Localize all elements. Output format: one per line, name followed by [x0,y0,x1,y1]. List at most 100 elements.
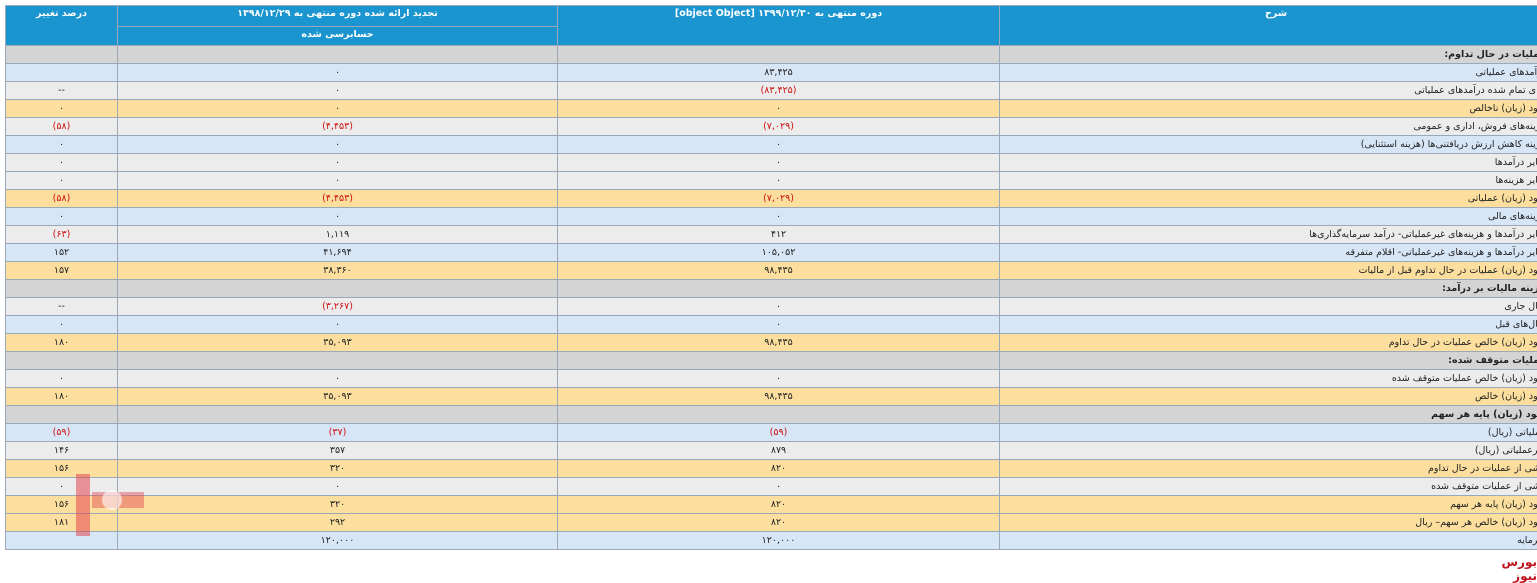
cell-previous: ۰ [118,478,558,496]
cell-current: ۴۱۲ [558,226,1000,244]
cell-change: ۰ [6,136,118,154]
header-previous-period: تجدید ارائه شده دوره منتهی به ۱۳۹۸/۱۲/۲۹ [118,6,558,27]
header-change-percent: درصد تغییر [6,6,118,46]
row-desc: درآمدهای عملیاتی [1000,64,1537,82]
cell-previous: ۳۸,۳۶۰ [118,262,558,280]
row-desc: سال‌های قبل [1000,316,1537,334]
row-desc: سرمایه [1000,532,1537,550]
cell-previous: ۰ [118,316,558,334]
cell-change: ۰ [6,154,118,172]
section-empty-cell [6,280,118,298]
cell-current: (۷,۰۲۹) [558,118,1000,136]
row-desc: هزینه‌های فروش، اداری و عمومی [1000,118,1537,136]
row-desc: ناشی از عملیات متوقف شده [1000,478,1537,496]
cell-current: ۰ [558,208,1000,226]
section-row: هزینه مالیات بر درآمد: [6,280,1537,298]
cell-previous: (۳,۲۶۷) [118,298,558,316]
cell-change: ۰ [6,100,118,118]
row-desc: سایر درآمدها [1000,154,1537,172]
cell-current: ۰ [558,370,1000,388]
cell-current: ۸۷۹ [558,442,1000,460]
section-row: عملیات در حال تداوم: [6,46,1537,64]
cell-change: ۱۸۰ [6,388,118,406]
bourse-news-logo [14,470,144,540]
cell-previous: ۰ [118,154,558,172]
table-row: عملیاتی (ریال)(۵۹)(۳۷)(۵۹) [6,424,1537,442]
cell-change [6,64,118,82]
cell-change: (۵۹) [6,424,118,442]
cell-current: ۰ [558,478,1000,496]
cell-previous: ۰ [118,136,558,154]
table-row: سایر درآمدها و هزینه‌های غیرعملیاتی- اقل… [6,244,1537,262]
cell-previous: ۱,۱۱۹ [118,226,558,244]
section-title: عملیات در حال تداوم: [1000,46,1537,64]
section-empty-cell [558,280,1000,298]
row-desc: سود (زیان) پایه هر سهم [1000,496,1537,514]
row-desc: سایر درآمدها و هزینه‌های غیرعملیاتی- درآ… [1000,226,1537,244]
cell-current: (۷,۰۲۹) [558,190,1000,208]
table-row: بهای تمام شده درآمدهای عملیاتی(۸۳,۴۲۵)۰-… [6,82,1537,100]
row-desc: هزینه‌های مالی [1000,208,1537,226]
section-empty-cell [118,352,558,370]
cell-current: ۸۲۰ [558,514,1000,532]
cell-previous: ۰ [118,82,558,100]
section-empty-cell [558,406,1000,424]
cell-change: (۵۸) [6,190,118,208]
header-previous-audited: حسابرسی شده [118,27,558,46]
cell-previous: ۰ [118,208,558,226]
section-empty-cell [558,352,1000,370]
section-row: عملیات متوقف شده: [6,352,1537,370]
cell-previous: (۴,۴۵۳) [118,190,558,208]
cell-previous: ۰ [118,172,558,190]
row-desc: سود (زیان) ناخالص [1000,100,1537,118]
row-desc: سایر درآمدها و هزینه‌های غیرعملیاتی- اقل… [1000,244,1537,262]
cell-current: ۱۲۰,۰۰۰ [558,532,1000,550]
table-row: سود (زیان) عملیات در حال تداوم قبل از ما… [6,262,1537,280]
row-desc: سود (زیان) خالص عملیات در حال تداوم [1000,334,1537,352]
row-desc: عملیاتی (ریال) [1000,424,1537,442]
cell-change: ۱۵۲ [6,244,118,262]
section-row: سود (زیان) پایه هر سهم [6,406,1537,424]
section-empty-cell [6,46,118,64]
section-empty-cell [118,406,558,424]
cell-previous: ۰ [118,370,558,388]
section-empty-cell [558,46,1000,64]
row-desc: بهای تمام شده درآمدهای عملیاتی [1000,82,1537,100]
cell-previous: ۲۹۲ [118,514,558,532]
section-empty-cell [6,352,118,370]
table-row: سایر درآمدها و هزینه‌های غیرعملیاتی- درآ… [6,226,1537,244]
table-row: هزینه‌های فروش، اداری و عمومی(۷,۰۲۹)(۴,۴… [6,118,1537,136]
cell-change: ۱۵۷ [6,262,118,280]
cell-current: (۸۳,۴۲۵) [558,82,1000,100]
cell-current: ۸۲۰ [558,460,1000,478]
cell-change: ۰ [6,172,118,190]
cell-change: -- [6,298,118,316]
section-title: سود (زیان) پایه هر سهم [1000,406,1537,424]
table-row: هزینه کاهش ارزش دریافتنی‌ها (هزینه استثن… [6,136,1537,154]
bourse-news-watermark-text: بورس نیوز [1481,555,1537,583]
cell-current: ۹۸,۴۳۵ [558,388,1000,406]
cell-change: -- [6,82,118,100]
cell-current: ۰ [558,172,1000,190]
row-desc: سال جاری [1000,298,1537,316]
cell-previous: ۳۲۰ [118,460,558,478]
row-desc: سود (زیان) خالص هر سهم– ریال [1000,514,1537,532]
row-desc: سود (زیان) عملیاتی [1000,190,1537,208]
row-desc: سود (زیان) خالص [1000,388,1537,406]
section-title: عملیات متوقف شده: [1000,352,1537,370]
cell-previous: ۳۵,۰۹۳ [118,334,558,352]
section-empty-cell [6,406,118,424]
header-desc: شرح [1000,6,1537,46]
cell-change: ۰ [6,370,118,388]
cell-current: ۰ [558,316,1000,334]
